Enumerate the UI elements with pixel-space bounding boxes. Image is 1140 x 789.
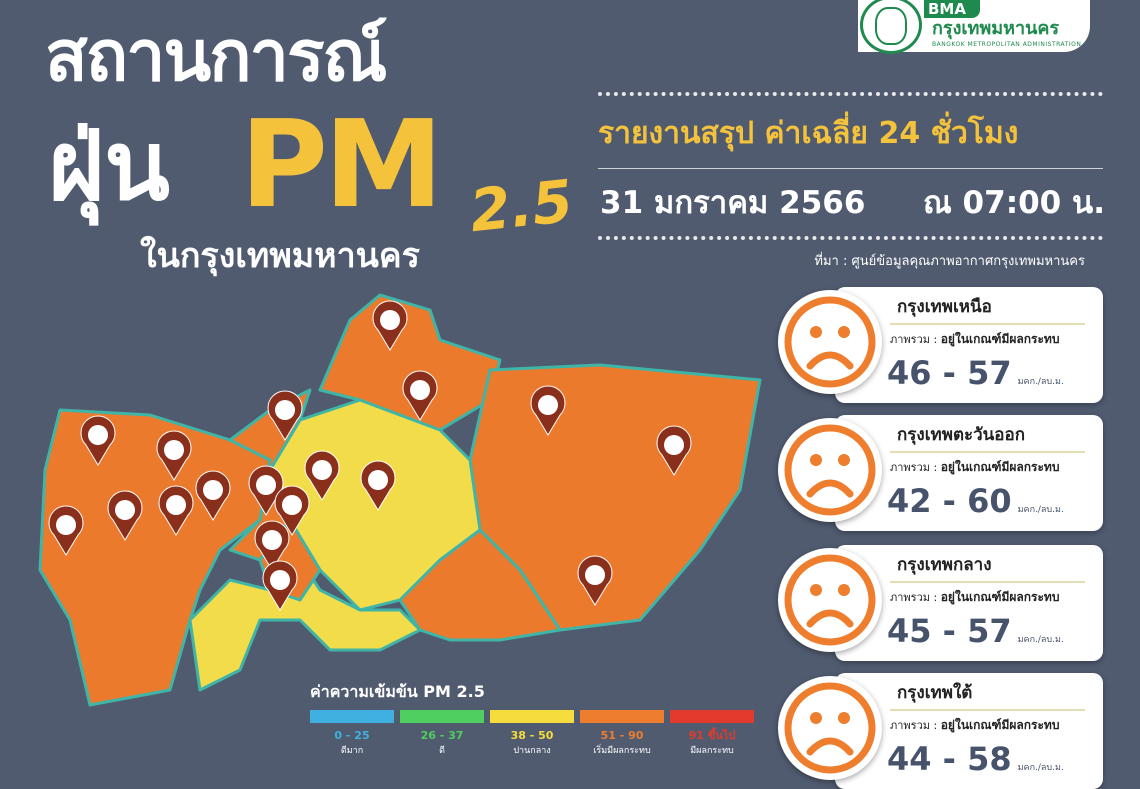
zone-value-row: 44 - 58 มคก./ลบ.ม. [887,739,1064,779]
location-pin-icon [267,390,303,441]
legend-label: เริ่มมีผลกระทบ [593,746,651,756]
zone-name: กรุงเทพกลาง [897,555,992,575]
date-time-row: 31 มกราคม 2566 ณ 07:00 น. [600,184,1105,222]
sad-face-icon [778,548,882,652]
logo-name-en: BANGKOK METROPOLITAN ADMINISTRATION [932,41,1082,48]
legend-title: ค่าความเข้มข้น PM 2.5 [310,682,485,701]
status-label: ภาพรวม : [890,461,938,474]
sad-face-icon [778,418,882,522]
legend-range: 38 - 50 [510,729,554,742]
location-pin-icon [107,490,143,541]
dotted-divider [598,236,1103,240]
zone-value: 44 - 58 [887,740,1012,778]
title-pm: PM [240,96,443,235]
legend-range: 26 - 37 [420,729,464,742]
zone-status: ภาพรวม : อยู่ในเกณฑ์มีผลกระทบ [890,589,1059,606]
status-text: อยู่ในเกณฑ์มีผลกระทบ [940,718,1060,732]
location-pin-icon [372,300,408,351]
location-pin-icon [360,460,396,511]
location-pin-icon [262,560,298,611]
zone-unit: มคก./ลบ.ม. [1017,635,1064,645]
legend-range: 51 - 90 [600,729,644,742]
zone-unit: มคก./ลบ.ม. [1017,763,1064,773]
zone-value-row: 42 - 60 มคก./ลบ.ม. [887,481,1064,521]
zone-status: ภาพรวม : อยู่ในเกณฑ์มีผลกระทบ [890,459,1059,476]
report-time: ณ 07:00 น. [923,185,1105,221]
legend-range: 0 - 25 [334,729,370,742]
divider [890,323,1085,325]
zone-status: ภาพรวม : อยู่ในเกณฑ์มีผลกระทบ [890,331,1059,348]
legend-range: 91 ขึ้นไป [688,729,736,742]
legend-swatch [490,710,574,723]
location-pin-icon [274,485,310,536]
location-pin-icon [48,505,84,556]
district-southeast [398,528,562,642]
zone-value-row: 46 - 57 มคก./ลบ.ม. [887,353,1064,393]
zone-value: 46 - 57 [887,354,1012,392]
divider [890,451,1085,453]
bangkok-map [38,293,762,707]
title-line1: สถานการณ์ [45,15,387,97]
source-note: ที่มา : ศูนย์ข้อมูลคุณภาพอากาศกรุงเทพมหา… [814,254,1085,269]
title-line3: ในกรุงเทพมหานคร [140,236,420,276]
location-pin-icon [80,415,116,466]
bma-seal-icon [860,0,922,54]
legend-swatch [670,710,754,723]
location-pin-icon [156,430,192,481]
legend-swatch [310,710,394,723]
zone-value: 45 - 57 [887,612,1012,650]
legend-label: ดี [439,746,445,756]
location-pin-icon [248,465,284,516]
report-date: 31 มกราคม 2566 [600,185,866,221]
status-text: อยู่ในเกณฑ์มีผลกระทบ [940,590,1060,604]
location-pin-icon [254,520,290,571]
status-label: ภาพรวม : [890,591,938,604]
zone-unit: มคก./ลบ.ม. [1017,377,1064,387]
legend-label: มีผลกระทบ [690,746,734,756]
location-pin-icon [304,450,340,501]
zone-name: กรุงเทพตะวันออก [897,425,1025,445]
sad-face-icon [778,676,882,780]
zone-name: กรุงเทพเหนือ [897,297,992,317]
zone-value: 42 - 60 [887,482,1012,520]
dotted-divider [598,92,1103,96]
zone-status: ภาพรวม : อยู่ในเกณฑ์มีผลกระทบ [890,717,1059,734]
location-pin-icon [530,385,566,436]
divider [890,581,1085,583]
status-text: อยู่ในเกณฑ์มีผลกระทบ [940,460,1060,474]
divider [598,168,1103,169]
legend-swatch [400,710,484,723]
report-subtitle: รายงานสรุป ค่าเฉลี่ย 24 ชั่วโมง [598,116,1019,151]
location-pin-icon [402,370,438,421]
legend-swatch [580,710,664,723]
sad-face-icon [778,290,882,394]
status-text: อยู่ในเกณฑ์มีผลกระทบ [940,332,1060,346]
title-pm-sub: 2.5 [466,166,577,246]
logo-name-th: กรุงเทพมหานคร [932,18,1060,39]
zone-name: กรุงเทพใต้ [897,683,973,703]
status-label: ภาพรวม : [890,333,938,346]
location-pin-icon [195,470,231,521]
location-pin-icon [158,485,194,536]
divider [890,709,1085,711]
status-label: ภาพรวม : [890,719,938,732]
logo-abbr: BMA [924,0,980,18]
zone-unit: มคก./ลบ.ม. [1017,505,1064,515]
zone-value-row: 45 - 57 มคก./ลบ.ม. [887,611,1064,651]
location-pin-icon [656,425,692,476]
legend-label: ดีมาก [340,746,364,756]
location-pin-icon [577,555,613,606]
title-line2: ฝุ่น [48,110,170,222]
legend-label: ปานกลาง [513,746,551,756]
